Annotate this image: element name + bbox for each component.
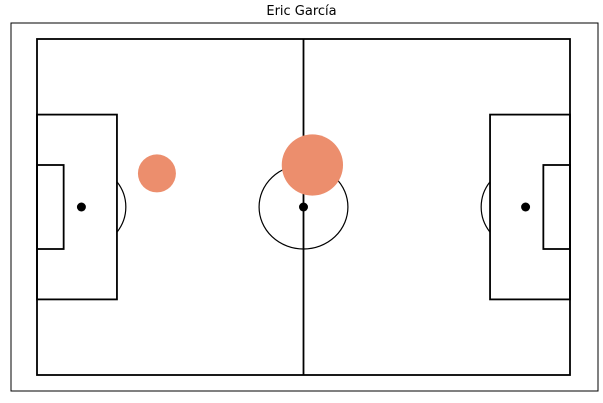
center-spot	[299, 202, 308, 212]
left-six-yard-box	[36, 164, 65, 250]
chart-title: Eric García	[266, 4, 337, 19]
pitch-lines	[36, 38, 571, 376]
left-penalty-arc	[116, 181, 127, 233]
data-point-0-1	[281, 134, 344, 196]
axes-frame	[10, 22, 599, 392]
right-penalty-spot	[521, 202, 531, 212]
right-penalty-arc	[480, 181, 491, 233]
data-points	[137, 134, 344, 196]
data-point-0-0	[137, 154, 176, 193]
left-penalty-spot	[76, 202, 86, 212]
right-six-yard-box	[542, 164, 571, 250]
